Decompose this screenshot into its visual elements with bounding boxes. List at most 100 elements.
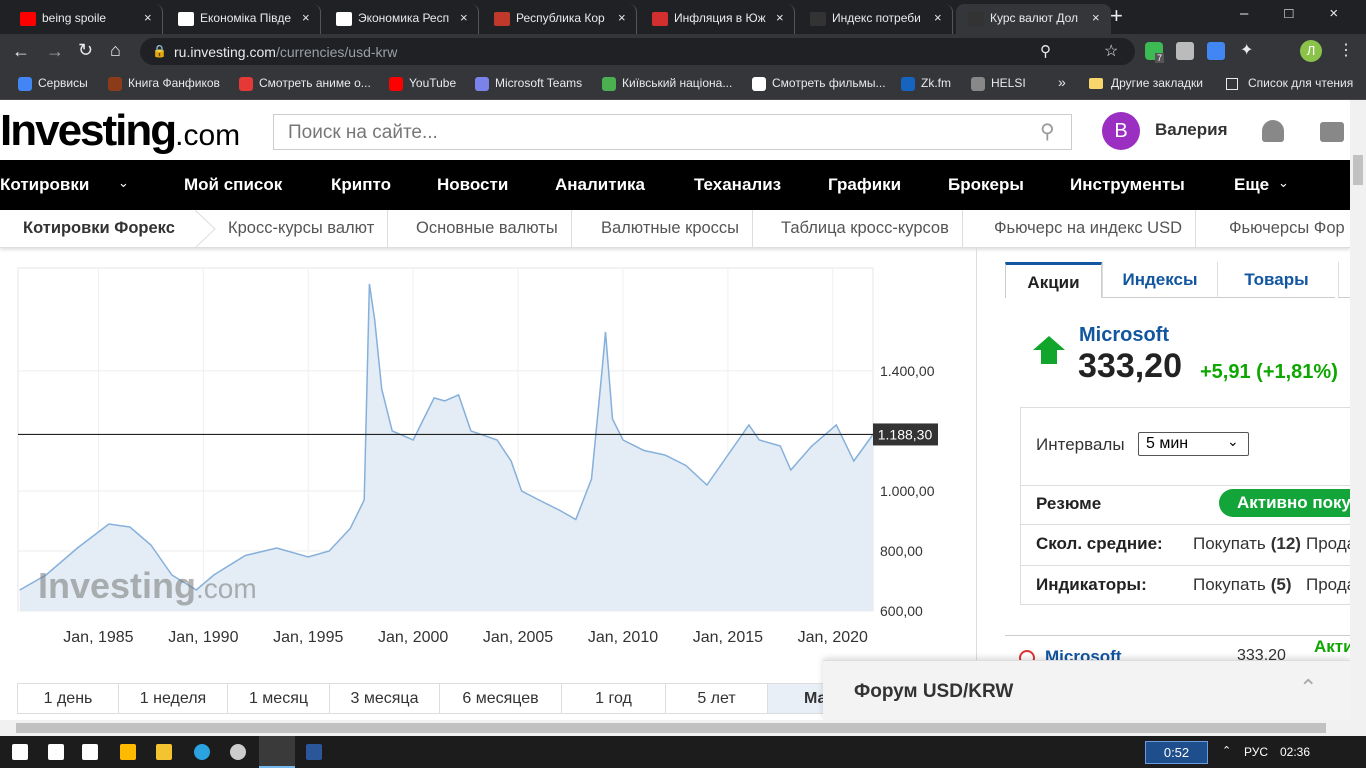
horizontal-scrollbar[interactable] [0,720,1350,736]
back-button[interactable]: ← [12,41,30,61]
range-button[interactable]: 3 месяца [330,683,440,714]
new-tab[interactable]: + [1110,3,1123,28]
bookmark[interactable]: Сервисы [38,76,88,90]
range-button[interactable]: 1 день [17,683,119,714]
browser-tab[interactable]: Курс валют Дол × [956,4,1111,34]
window-controls[interactable]: –□× [1240,5,1366,22]
extension-icon[interactable] [1176,42,1194,60]
home-button[interactable]: ⌂ [110,40,121,60]
browser-tab[interactable]: Економіка Півде × [166,4,321,34]
nav-item[interactable]: Новости [437,175,509,194]
tab-close[interactable]: × [302,10,310,25]
url-host: ru.investing.com [174,44,276,60]
extension-icon[interactable] [1207,42,1225,60]
url-field[interactable]: 🔒 ru.investing.com/currencies/usd-krw ⚲ … [140,38,1135,65]
subnav-item[interactable]: Основные валюты [403,210,572,247]
bookmark[interactable]: HELSI [991,76,1026,90]
scroll-thumb[interactable] [16,723,1326,733]
timer[interactable]: 0:52 [1145,741,1208,764]
nav-item[interactable]: Теханализ [694,175,782,194]
browser-tab[interactable]: being spoile × [8,4,163,34]
site-logo[interactable]: Investing.com [0,106,240,156]
collapse-icon[interactable]: ⌃ [1299,675,1318,700]
nav-item[interactable]: Котировки [0,175,90,194]
nav-item[interactable]: Мой список [184,175,283,194]
nav-item[interactable]: Аналитика [555,175,645,194]
sidebar-tab[interactable]: Индексы [1102,262,1217,298]
telegram-icon[interactable] [194,744,210,760]
subnav-item[interactable]: Котировки Форекс [23,219,175,237]
range-button[interactable]: 1 неделя [119,683,228,714]
range-button[interactable]: 6 месяцев [440,683,562,714]
bookmark-overflow[interactable]: » [1058,74,1066,90]
tab-close[interactable]: × [776,10,784,25]
tab-favicon [810,12,826,26]
bookmark[interactable]: Смотреть фильмы... [772,76,886,90]
forum-panel[interactable]: Форум USD/KRW ⌃ [823,660,1350,720]
forward-button[interactable]: → [46,41,64,61]
portfolio-icon[interactable] [1320,122,1344,142]
range-button[interactable]: 1 год [562,683,666,714]
quote-name[interactable]: Microsoft [1079,324,1169,346]
notifications-icon[interactable] [1262,120,1284,142]
tab-close[interactable]: × [1092,10,1100,25]
x-tick-label: Jan, 1985 [63,629,133,646]
browser-tab[interactable]: Экономика Респ × [324,4,479,34]
task-view-icon[interactable] [82,744,98,760]
bookmark[interactable]: YouTube [409,76,457,90]
search-icon[interactable] [48,744,64,760]
user-name[interactable]: Валерия [1155,120,1228,139]
other-bookmarks[interactable]: Другие закладки [1111,76,1203,90]
vertical-scrollbar[interactable] [1350,100,1366,736]
nav-item[interactable]: Графики [828,175,902,194]
search-box[interactable]: Поиск на сайте... ⚲ [273,114,1072,150]
subnav-item[interactable]: Кросс-курсы валют [215,210,389,247]
tab-favicon [178,12,194,26]
row-label: Индикаторы: [1036,575,1147,594]
subnav-item[interactable]: Фьючерс на индекс USD [981,210,1197,247]
browser-tab[interactable]: Инфляция в Юж × [640,4,795,34]
profile-button[interactable]: Л [1300,40,1322,62]
nav-item[interactable]: Крипто [331,175,391,194]
scroll-thumb[interactable] [1353,155,1363,185]
bookmark-star[interactable]: ☆ [1104,43,1119,60]
obs-icon[interactable] [230,744,246,760]
avatar[interactable]: В [1102,112,1140,150]
explorer-icon[interactable] [156,744,172,760]
reload-button[interactable]: ↻ [78,40,94,60]
start-icon[interactable] [12,744,28,760]
nav-item[interactable]: Брокеры [948,175,1024,194]
browser-tab[interactable]: Республика Кор × [482,4,637,34]
search-icon[interactable]: ⚲ [1040,121,1055,143]
reading-list[interactable]: Список для чтения [1248,76,1354,90]
subnav-item[interactable]: Валютные кроссы [588,210,754,247]
menu-button[interactable]: ⋮ [1338,42,1354,59]
bookmark[interactable]: Київський націона... [622,76,733,90]
word-icon[interactable] [306,744,322,760]
language[interactable]: РУС [1244,745,1269,759]
tab-close[interactable]: × [460,10,468,25]
clock[interactable]: 02:36 [1280,745,1311,759]
subnav-item[interactable]: Фьючерсы Фор [1216,210,1350,247]
zoom-icon[interactable]: ⚲ [1040,43,1051,60]
nav-item[interactable]: Инструменты [1070,175,1185,194]
extensions-button[interactable]: ✦ [1240,42,1254,59]
range-button[interactable]: 1 месяц [228,683,330,714]
interval-select[interactable]: 5 мин ⌄ [1138,432,1249,456]
nav-item[interactable]: Еще [1234,175,1270,194]
bookmark[interactable]: Смотреть аниме о... [259,76,371,90]
range-button[interactable]: 5 лет [666,683,768,714]
tab-close[interactable]: × [144,10,152,25]
subnav-item[interactable]: Таблица кросс-курсов [768,210,963,247]
bookmark[interactable]: Книга Фанфиков [128,76,220,90]
x-tick-label: Jan, 2000 [378,629,448,646]
sidebar-tab[interactable]: Товары [1217,262,1335,298]
store-icon[interactable] [120,744,136,760]
bookmark[interactable]: Zk.fm [921,76,951,90]
bookmark[interactable]: Microsoft Teams [495,76,583,90]
tab-close[interactable]: × [934,10,942,25]
tray-arrow[interactable]: ⌃ [1222,745,1232,757]
sidebar-tab[interactable]: Акции [1005,262,1102,298]
tab-close[interactable]: × [618,10,626,25]
browser-tab[interactable]: Индекс потреби × [798,4,953,34]
